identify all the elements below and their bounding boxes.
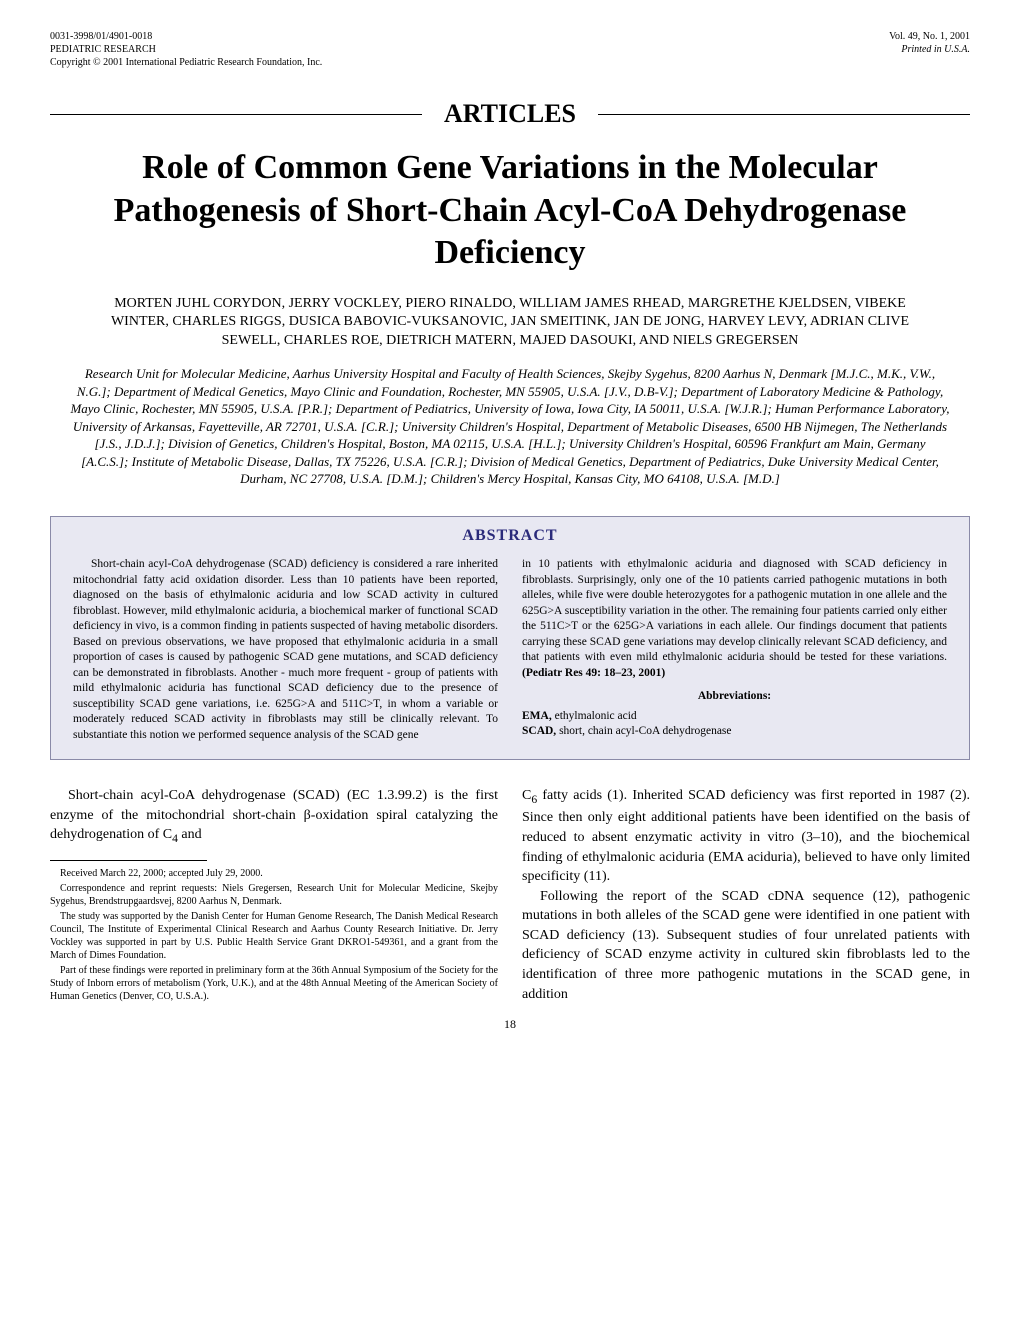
footnote-funding: The study was supported by the Danish Ce… <box>50 910 498 962</box>
journal-name: PEDIATRIC RESEARCH <box>50 43 322 56</box>
running-header: 0031-3998/01/4901-0018 PEDIATRIC RESEARC… <box>50 30 970 69</box>
abstract-col-right: in 10 patients with ethylmalonic aciduri… <box>522 557 947 743</box>
page-number: 18 <box>50 1017 970 1032</box>
abstract-right-text: in 10 patients with ethylmalonic aciduri… <box>522 558 947 663</box>
article-title: Role of Common Gene Variations in the Mo… <box>90 147 930 275</box>
footnote-received: Received March 22, 2000; accepted July 2… <box>50 867 498 880</box>
affiliations: Research Unit for Molecular Medicine, Aa… <box>70 365 950 488</box>
body-left-p1a: Short-chain acyl-CoA dehydrogenase (SCAD… <box>50 788 498 842</box>
body-left-p1: Short-chain acyl-CoA dehydrogenase (SCAD… <box>50 786 498 847</box>
abbrev-1-term: EMA, <box>522 710 552 722</box>
body-right-p1b: fatty acids (1). Inherited SCAD deficien… <box>522 788 970 884</box>
abbreviation-2: SCAD, short, chain acyl-CoA dehydrogenas… <box>522 724 947 740</box>
abstract-col-left: Short-chain acyl-CoA dehydrogenase (SCAD… <box>73 557 498 743</box>
footnote-presented: Part of these findings were reported in … <box>50 964 498 1003</box>
abstract-heading: ABSTRACT <box>51 517 969 551</box>
body-right-p2: Following the report of the SCAD cDNA se… <box>522 887 970 1005</box>
abstract-citation: (Pediatr Res 49: 18–23, 2001) <box>522 667 665 679</box>
abbreviation-1: EMA, ethylmalonic acid <box>522 709 947 725</box>
header-code: 0031-3998/01/4901-0018 <box>50 30 322 43</box>
body-right-p1a: C <box>522 788 531 803</box>
body-columns: Short-chain acyl-CoA dehydrogenase (SCAD… <box>50 786 970 1004</box>
section-label: ARTICLES <box>422 99 598 129</box>
abbrev-1-def: ethylmalonic acid <box>552 710 637 722</box>
body-left-p1b: and <box>178 827 202 842</box>
author-list: MORTEN JUHL CORYDON, JERRY VOCKLEY, PIER… <box>90 295 930 352</box>
abbrev-2-def: short, chain acyl-CoA dehydrogenase <box>556 725 731 737</box>
body-right-p1: C6 fatty acids (1). Inherited SCAD defic… <box>522 786 970 887</box>
rule-left <box>50 114 422 115</box>
footnote-rule <box>50 860 207 861</box>
body-col-right: C6 fatty acids (1). Inherited SCAD defic… <box>522 786 970 1004</box>
abstract-columns: Short-chain acyl-CoA dehydrogenase (SCAD… <box>51 551 969 759</box>
footnote-correspondence: Correspondence and reprint requests: Nie… <box>50 882 498 908</box>
rule-right <box>598 114 970 115</box>
volume-issue: Vol. 49, No. 1, 2001 <box>889 30 970 43</box>
body-col-left: Short-chain acyl-CoA dehydrogenase (SCAD… <box>50 786 498 1004</box>
abstract-box: ABSTRACT Short-chain acyl-CoA dehydrogen… <box>50 516 970 760</box>
abbrev-2-term: SCAD, <box>522 725 556 737</box>
page: 0031-3998/01/4901-0018 PEDIATRIC RESEARC… <box>0 0 1020 1052</box>
printed-in: Printed in U.S.A. <box>889 43 970 56</box>
copyright-line: Copyright © 2001 International Pediatric… <box>50 56 322 69</box>
header-left: 0031-3998/01/4901-0018 PEDIATRIC RESEARC… <box>50 30 322 69</box>
section-heading-row: ARTICLES <box>50 99 970 129</box>
abbreviations-heading: Abbreviations: <box>522 689 947 705</box>
footnotes: Received March 22, 2000; accepted July 2… <box>50 867 498 1003</box>
abstract-left-text: Short-chain acyl-CoA dehydrogenase (SCAD… <box>73 557 498 743</box>
header-right: Vol. 49, No. 1, 2001 Printed in U.S.A. <box>889 30 970 69</box>
